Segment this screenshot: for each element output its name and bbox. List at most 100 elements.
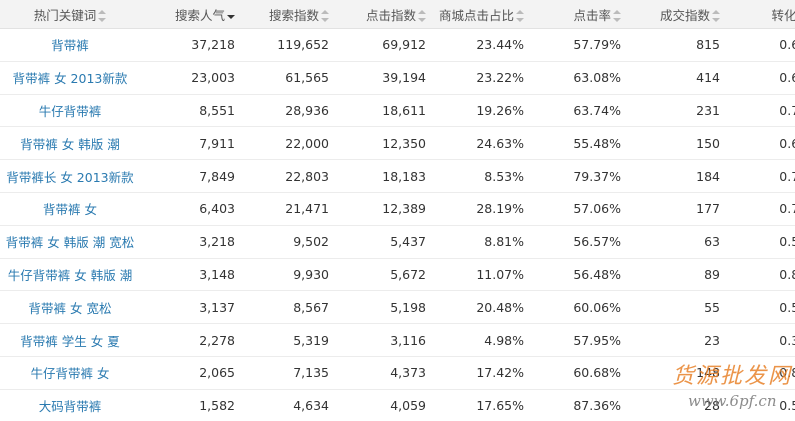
column-header[interactable]: 商城点击占比 xyxy=(430,0,528,29)
keyword-link[interactable]: 背带裤 学生 女 夏 xyxy=(0,323,140,357)
keyword-link[interactable]: 大码背带裤 xyxy=(0,389,140,421)
column-header[interactable]: 搜索指数 xyxy=(239,0,333,29)
header-label: 点击率 xyxy=(573,7,611,23)
header-label: 热门关键词 xyxy=(33,7,97,23)
table-cell: 5,319 xyxy=(239,323,333,357)
table-cell: 63 xyxy=(625,225,724,259)
table-cell: 57.06% xyxy=(528,192,625,226)
column-header[interactable]: 成交指数 xyxy=(625,0,724,29)
column-header[interactable]: 点击率 xyxy=(528,0,625,29)
header-row: 热门关键词 搜索人气 搜索指数 点击指数 商城点击占比 点击率 成交指数 转化率 xyxy=(0,0,795,29)
table-cell: 815 xyxy=(625,28,724,62)
header-label: 商城点击占比 xyxy=(438,7,514,23)
table-cell: 150 xyxy=(625,126,724,161)
header-label: 转化率 xyxy=(771,7,795,23)
column-header[interactable]: 热门关键词 xyxy=(0,0,140,29)
keyword-link[interactable]: 背带裤 女 韩版 潮 xyxy=(0,126,140,161)
sort-icon[interactable] xyxy=(418,10,426,22)
table-row: 背带裤 女 宽松3,1378,5675,19820.48%60.06%550.5… xyxy=(0,290,795,325)
column-header[interactable]: 点击指数 xyxy=(333,0,430,29)
table-cell: 3,218 xyxy=(140,225,239,259)
table-row: 背带裤 学生 女 夏 2,278 5,319 3,116 4.98% 57.95% 23 0.… xyxy=(0,323,795,357)
table-cell: 28.19% xyxy=(430,192,528,226)
sort-icon[interactable] xyxy=(98,10,107,22)
table-cell: 0.61% xyxy=(724,28,795,62)
keyword-link[interactable]: 牛仔背带裤 女 xyxy=(0,356,140,390)
table-cell: 18,611 xyxy=(333,94,430,128)
table-cell: 87.36% xyxy=(528,389,625,421)
table-cell: 4.98% xyxy=(430,323,528,357)
table-row: 背带裤 女6,40321,47112,38928.19%57.06%1770.7… xyxy=(0,192,795,226)
table-cell: 0.80% xyxy=(724,356,795,390)
watermark-title: 货源批发网 xyxy=(672,364,793,389)
keyword-link[interactable]: 背带裤 女 韩版 潮 宽松 xyxy=(0,225,140,259)
table-cell: 63.74% xyxy=(528,94,625,128)
table-cell: 60.06% xyxy=(528,290,625,325)
table-cell: 6,403 xyxy=(140,192,239,226)
table-cell: 61,565 xyxy=(239,61,333,95)
table-cell: 9,502 xyxy=(239,225,333,259)
table-row: 背带裤 女 2013新款 23,003 61,565 39,194 23.22% 63.0… xyxy=(0,61,795,95)
table-cell: 57.95% xyxy=(528,323,625,357)
sort-icon[interactable] xyxy=(613,10,621,22)
table-cell: 60.68% xyxy=(528,356,625,390)
keyword-link[interactable]: 牛仔背带裤 女 韩版 潮 xyxy=(0,258,140,292)
column-header[interactable]: 搜索人气 xyxy=(140,0,239,29)
table-cell: 3,137 xyxy=(140,290,239,325)
table-cell: 231 xyxy=(625,94,724,128)
table-cell: 28 xyxy=(625,389,724,421)
table-row: 背带裤 女 韩版 潮 7,911 22,000 12,350 24.63% 55.48% 1… xyxy=(0,126,795,161)
table-row: 背带裤37,218119,65269,91223.44%57.79%8150.6… xyxy=(0,28,795,62)
table-row: 背带裤 女 韩版 潮 宽松 3,218 9,502 5,437 8.81% 56.57% 6… xyxy=(0,225,795,259)
table-cell: 17.65% xyxy=(430,389,528,421)
table-cell: 5,437 xyxy=(333,225,430,259)
table-cell: 17.42% xyxy=(430,356,528,390)
table-cell: 23,003 xyxy=(140,61,239,95)
table-row: 牛仔背带裤 女 韩版 潮 3,148 9,930 5,672 11.07% 56.48% 8… xyxy=(0,258,795,292)
table-cell: 56.48% xyxy=(528,258,625,292)
keyword-link[interactable]: 背带裤长 女 2013新款 xyxy=(0,159,140,193)
sort-icon[interactable] xyxy=(712,10,720,22)
keyword-link[interactable]: 背带裤 女 宽松 xyxy=(0,290,140,325)
table-cell: 37,218 xyxy=(140,28,239,62)
keyword-link[interactable]: 牛仔背带裤 xyxy=(0,94,140,128)
table-cell: 23.44% xyxy=(430,28,528,62)
table-cell: 0.53% xyxy=(724,389,795,421)
table-cell: 20.48% xyxy=(430,290,528,325)
table-cell: 56.57% xyxy=(528,225,625,259)
keyword-link[interactable]: 背带裤 xyxy=(0,28,140,62)
sort-icon[interactable] xyxy=(321,10,329,22)
table-cell: 119,652 xyxy=(239,28,333,62)
table-cell: 5,198 xyxy=(333,290,430,325)
header-label: 成交指数 xyxy=(659,7,710,23)
table-cell: 0.61% xyxy=(724,61,795,95)
column-header[interactable]: 转化率 xyxy=(724,0,795,29)
table-cell: 39,194 xyxy=(333,61,430,95)
table-cell: 12,389 xyxy=(333,192,430,226)
table-cell: 8,551 xyxy=(140,94,239,128)
table-cell: 177 xyxy=(625,192,724,226)
table-cell: 24.63% xyxy=(430,126,528,161)
table-row: 牛仔背带裤 女2,0657,1354,37317.42%60.68%1480.8… xyxy=(0,356,795,390)
table-cell: 0.74% xyxy=(724,192,795,226)
table-cell: 7,135 xyxy=(239,356,333,390)
keyword-link[interactable]: 背带裤 女 xyxy=(0,192,140,226)
sort-icon[interactable] xyxy=(227,10,235,22)
table-cell: 63.08% xyxy=(528,61,625,95)
table-cell: 2,065 xyxy=(140,356,239,390)
table-cell: 0.62% xyxy=(724,126,795,161)
keyword-link[interactable]: 背带裤 女 2013新款 xyxy=(0,61,140,95)
table-cell: 9,930 xyxy=(239,258,333,292)
table-cell: 28,936 xyxy=(239,94,333,128)
table-cell: 0.81% xyxy=(724,258,795,292)
sort-icon[interactable] xyxy=(516,10,524,22)
table-cell: 8,567 xyxy=(239,290,333,325)
table-cell: 0.38% xyxy=(724,323,795,357)
table-cell: 0.59% xyxy=(724,225,795,259)
table-cell: 4,059 xyxy=(333,389,430,421)
header-label: 搜索指数 xyxy=(268,7,319,23)
table-cell: 19.26% xyxy=(430,94,528,128)
table-cell: 89 xyxy=(625,258,724,292)
